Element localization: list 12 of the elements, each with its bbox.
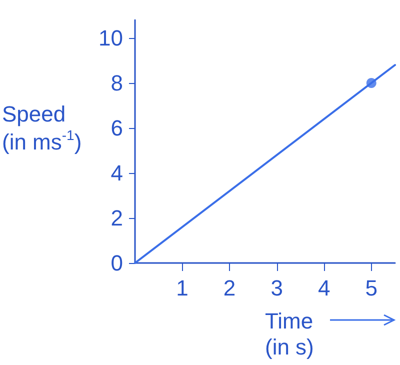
x-tick-label: 1 [176,276,188,300]
y-tick-label: 4 [110,160,123,186]
x-tick-label: 2 [223,276,236,300]
y-tick-label: 10 [98,26,123,50]
y-tick-label: 0 [110,250,123,276]
y-tick-label: 6 [110,116,123,140]
x-tick-label: 4 [318,276,330,300]
x-axis-title: Time (in s) [265,308,314,360]
y-tick-label: 2 [110,206,123,230]
y-tick-label: 8 [110,70,123,96]
x-tick-label: 3 [270,276,283,300]
x-tick-label: 5 [365,276,378,300]
